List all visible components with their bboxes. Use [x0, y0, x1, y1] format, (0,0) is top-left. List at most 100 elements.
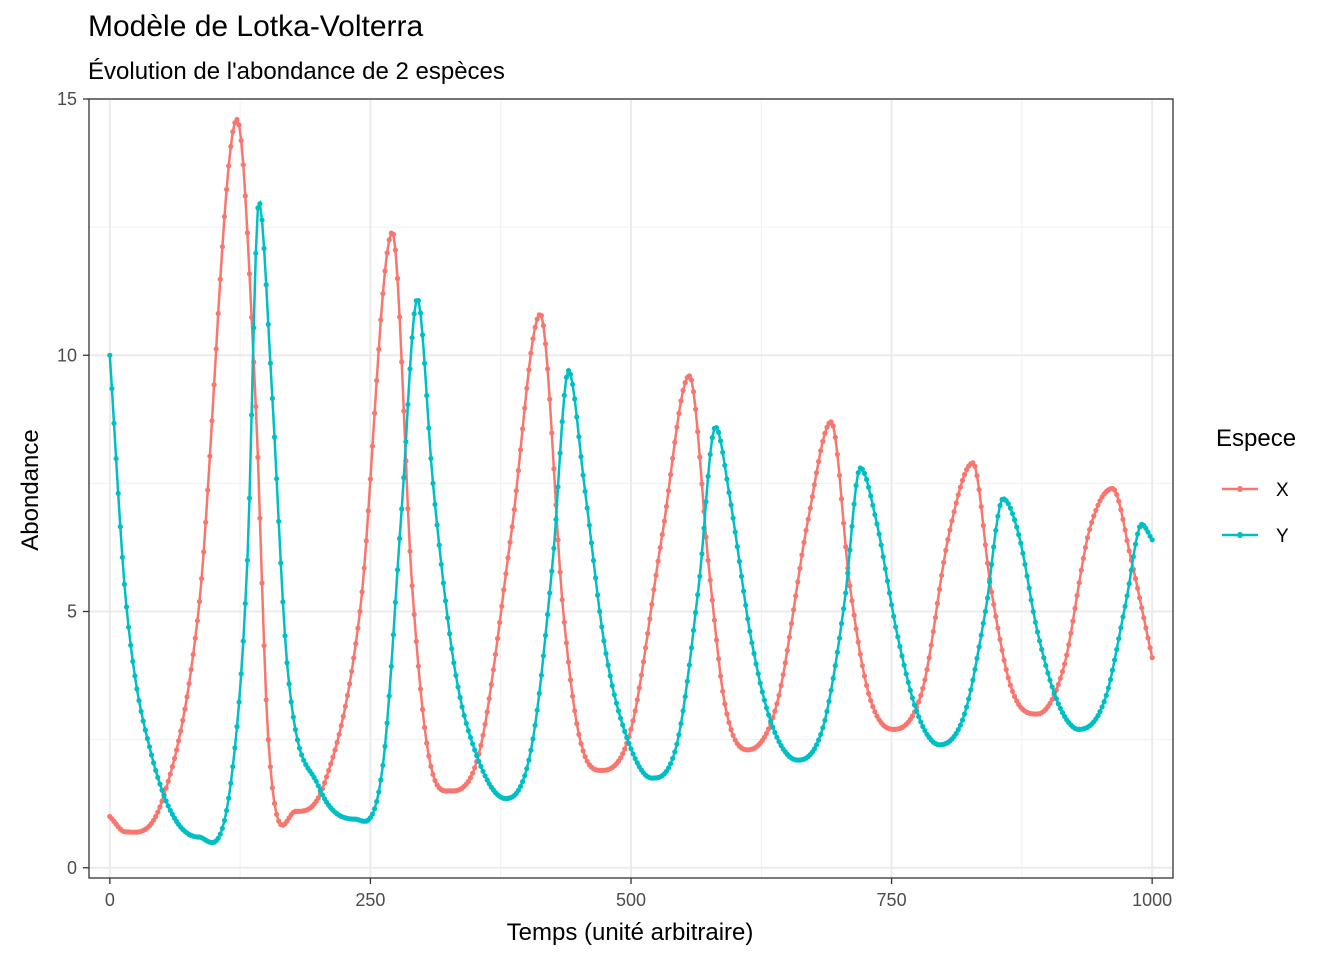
data-point-X [322, 780, 328, 786]
data-point-Y [582, 488, 588, 494]
data-point-X [663, 503, 670, 510]
data-point-Y [1126, 581, 1132, 587]
data-point-X [649, 601, 655, 607]
data-point-Y [549, 568, 555, 574]
data-point-Y [447, 631, 453, 637]
data-point-Y [709, 435, 715, 441]
data-point-X [1087, 526, 1093, 533]
data-point-Y [432, 501, 438, 507]
data-point-X [174, 747, 180, 753]
data-point-X [939, 572, 945, 579]
data-point-Y [572, 396, 578, 402]
data-point-X [407, 548, 413, 554]
data-point-Y [1114, 646, 1120, 653]
data-point-X [620, 751, 626, 757]
data-point-Y [374, 798, 380, 805]
data-point-Y [140, 718, 146, 724]
data-point-X [668, 472, 674, 478]
data-point-X [682, 380, 688, 386]
data-point-Y [728, 502, 734, 508]
data-point-X [674, 424, 680, 430]
data-point-X [501, 587, 507, 593]
data-point-Y [601, 638, 607, 644]
data-point-Y [1055, 701, 1061, 707]
data-point-X [555, 537, 561, 543]
data-point-Y [567, 371, 574, 377]
data-point-Y [841, 606, 847, 612]
data-point-X [866, 690, 872, 697]
data-point-X [557, 569, 563, 575]
legend-key-point [1237, 532, 1243, 538]
data-point-X [349, 668, 355, 675]
data-point-Y [1009, 510, 1016, 517]
data-point-Y [891, 613, 897, 619]
data-point-Y [411, 311, 417, 317]
data-point-Y [755, 671, 761, 677]
data-point-X [640, 659, 647, 665]
data-point-Y [855, 470, 861, 476]
data-point-Y [397, 535, 403, 542]
data-point-Y [451, 660, 457, 666]
data-point-X [390, 231, 396, 237]
data-point-Y [761, 697, 768, 703]
data-point-Y [847, 547, 853, 553]
data-point-Y [126, 624, 132, 630]
data-point-X [428, 763, 434, 769]
data-point-X [259, 580, 265, 586]
data-point-Y [576, 434, 582, 440]
data-point-Y [520, 779, 526, 785]
data-point-Y [688, 645, 695, 651]
data-point-Y [699, 551, 705, 557]
data-point-X [547, 396, 553, 402]
data-point-X [499, 603, 505, 609]
data-point-X [361, 565, 367, 571]
data-point-Y [251, 325, 257, 331]
data-point-X [989, 589, 995, 595]
data-point-Y [419, 332, 426, 338]
data-point-Y [424, 392, 430, 399]
data-point-X [841, 520, 847, 526]
data-point-Y [738, 573, 745, 579]
data-point-X [572, 708, 578, 714]
data-point-Y [628, 746, 634, 752]
legend-item-Y: Y [1222, 526, 1289, 547]
data-point-X [517, 447, 524, 453]
data-point-Y [1047, 677, 1053, 683]
data-point-Y [693, 609, 699, 616]
data-point-Y [401, 475, 407, 481]
data-point-Y [1041, 655, 1047, 661]
data-point-Y [1049, 684, 1055, 690]
data-point-X [926, 655, 932, 661]
data-point-Y [138, 708, 144, 714]
data-point-Y [267, 360, 273, 366]
data-point-X [984, 560, 991, 566]
data-point-X [805, 516, 811, 522]
data-point-X [182, 706, 188, 712]
data-point-X [563, 640, 570, 646]
data-point-X [1057, 675, 1063, 681]
data-point-X [503, 571, 509, 577]
data-point-Y [315, 783, 321, 789]
data-point-X [801, 539, 807, 545]
plot-panel [89, 98, 1173, 878]
data-point-X [657, 545, 663, 551]
data-point-Y [263, 282, 269, 288]
data-point-X [936, 586, 943, 592]
data-point-X [163, 785, 169, 791]
data-point-X [832, 434, 838, 440]
data-point-X [1062, 661, 1068, 667]
x-tick-label: 250 [355, 890, 385, 910]
data-point-X [570, 693, 576, 699]
data-point-X [188, 667, 194, 673]
data-point-X [713, 637, 720, 643]
data-point-Y [107, 352, 113, 358]
data-point-X [244, 230, 250, 236]
data-point-Y [818, 731, 824, 738]
data-point-X [851, 612, 857, 618]
data-point-X [622, 746, 628, 752]
data-point-X [386, 237, 392, 243]
data-point-X [574, 721, 580, 727]
data-point-Y [253, 250, 259, 256]
data-point-Y [559, 419, 565, 425]
data-point-Y [313, 778, 319, 784]
